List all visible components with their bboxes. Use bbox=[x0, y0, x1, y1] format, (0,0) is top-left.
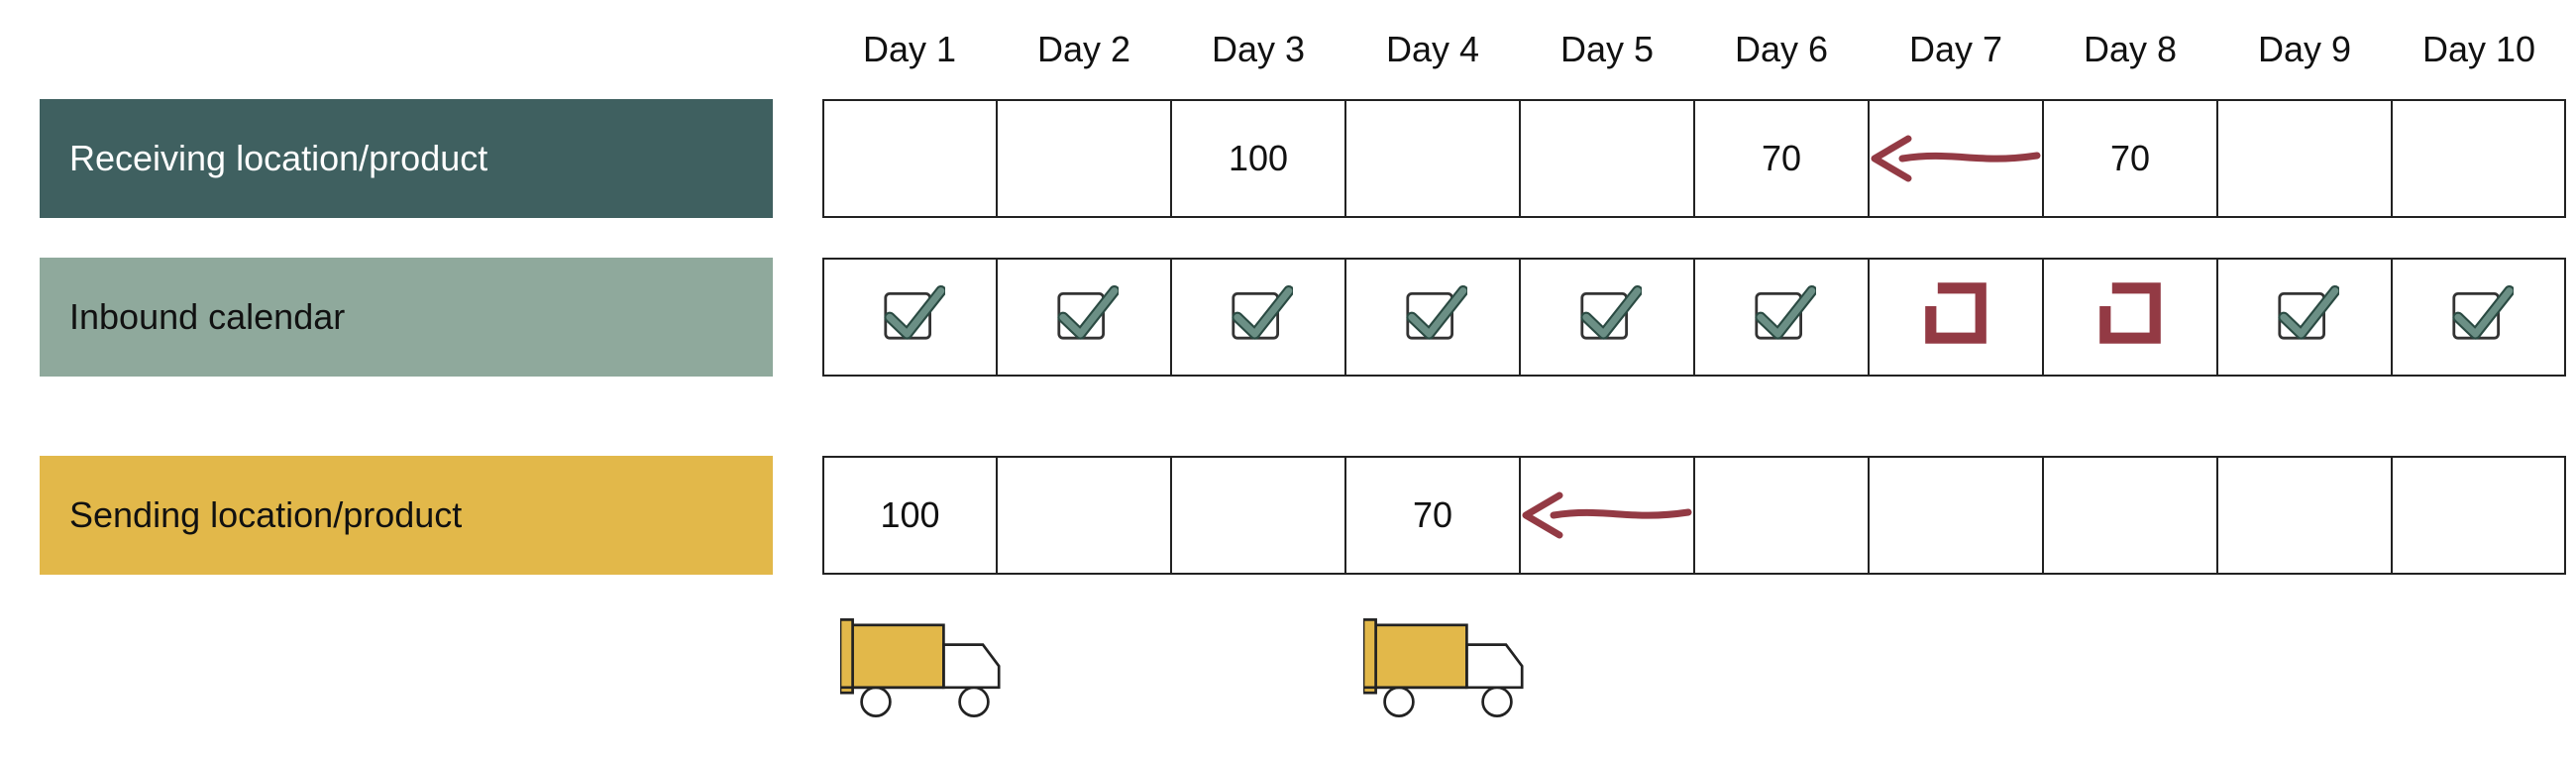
day-header-5: Day 5 bbox=[1520, 20, 1694, 79]
inbound-cell-day6 bbox=[1694, 258, 1869, 377]
day-header-4: Day 4 bbox=[1345, 20, 1520, 79]
supply-calendar-diagram: Day 1Day 2Day 3Day 4Day 5Day 6Day 7Day 8… bbox=[0, 0, 2576, 759]
calendar-check-icon bbox=[2444, 278, 2514, 357]
inbound-cell-day3 bbox=[1171, 258, 1345, 377]
calendar-check-icon bbox=[1224, 278, 1293, 357]
receiving-cell-day8: 70 bbox=[2043, 99, 2217, 218]
truck-icon bbox=[840, 614, 1019, 723]
sending-cell-day10 bbox=[2392, 456, 2566, 575]
inbound-cell-day8 bbox=[2043, 258, 2217, 377]
day-header-7: Day 7 bbox=[1869, 20, 2043, 79]
sending-cell-day8 bbox=[2043, 456, 2217, 575]
inbound-cell-day1 bbox=[822, 258, 997, 377]
sending-cell-day2 bbox=[997, 456, 1171, 575]
receiving-cell-day6: 70 bbox=[1694, 99, 1869, 218]
sending-cell-day9 bbox=[2217, 456, 2392, 575]
day-header-1: Day 1 bbox=[822, 20, 997, 79]
receiving-row-label: Receiving location/product bbox=[40, 99, 773, 218]
inbound-cell-day4 bbox=[1345, 258, 1520, 377]
calendar-blocked-icon bbox=[2095, 278, 2165, 357]
sending-cell-day3 bbox=[1171, 456, 1345, 575]
calendar-check-icon bbox=[1049, 278, 1119, 357]
receiving-cell-day9 bbox=[2217, 99, 2392, 218]
receiving-cell-day7 bbox=[1869, 99, 2043, 218]
sending-cell-day7 bbox=[1869, 456, 2043, 575]
sending-cell-day6 bbox=[1694, 456, 1869, 575]
inbound-row-label: Inbound calendar bbox=[40, 258, 773, 377]
receiving-cell-day2 bbox=[997, 99, 1171, 218]
sending-cell-day1: 100 bbox=[822, 456, 997, 575]
calendar-check-icon bbox=[1398, 278, 1467, 357]
day-header-9: Day 9 bbox=[2217, 20, 2392, 79]
inbound-cell-day5 bbox=[1520, 258, 1694, 377]
day-header-10: Day 10 bbox=[2392, 20, 2566, 79]
calendar-blocked-icon bbox=[1921, 278, 1990, 357]
receiving-cell-day4 bbox=[1345, 99, 1520, 218]
day-header-2: Day 2 bbox=[997, 20, 1171, 79]
inbound-cell-day7 bbox=[1869, 258, 2043, 377]
sending-cell-day5 bbox=[1520, 456, 1694, 575]
calendar-check-icon bbox=[1572, 278, 1642, 357]
day-header-3: Day 3 bbox=[1171, 20, 1345, 79]
sending-cell-day4: 70 bbox=[1345, 456, 1520, 575]
truck-icon bbox=[1363, 614, 1542, 723]
calendar-check-icon bbox=[876, 278, 945, 357]
receiving-cell-day10 bbox=[2392, 99, 2566, 218]
receiving-cell-day1 bbox=[822, 99, 997, 218]
calendar-check-icon bbox=[1747, 278, 1816, 357]
day-header-6: Day 6 bbox=[1694, 20, 1869, 79]
sending-row-label: Sending location/product bbox=[40, 456, 773, 575]
calendar-check-icon bbox=[2270, 278, 2339, 357]
inbound-cell-day10 bbox=[2392, 258, 2566, 377]
inbound-cell-day2 bbox=[997, 258, 1171, 377]
day-header-8: Day 8 bbox=[2043, 20, 2217, 79]
inbound-cell-day9 bbox=[2217, 258, 2392, 377]
receiving-cell-day3: 100 bbox=[1171, 99, 1345, 218]
receiving-cell-day5 bbox=[1520, 99, 1694, 218]
